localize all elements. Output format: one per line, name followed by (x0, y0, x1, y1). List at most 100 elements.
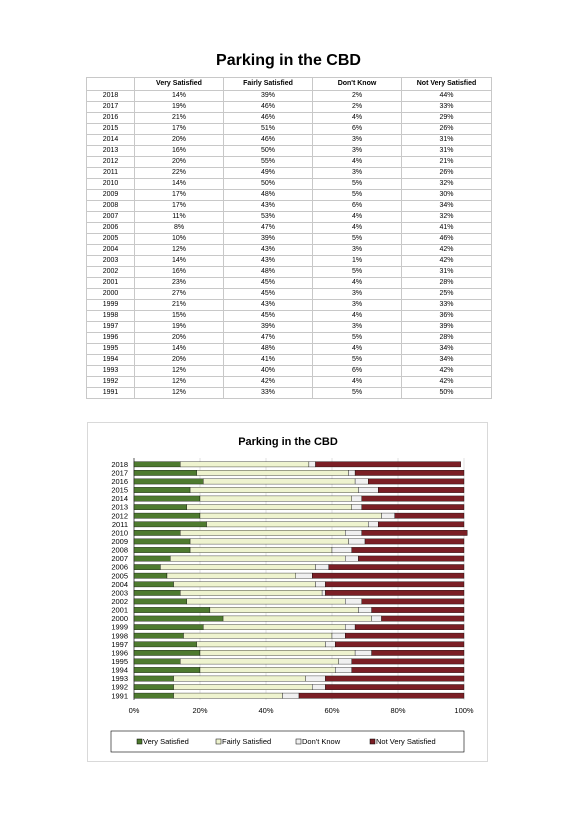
bar-segment (173, 692, 283, 699)
table-cell: 31% (401, 266, 492, 278)
table-row: 2015 17% 51% 6% 26% (86, 123, 492, 135)
bar-segment (133, 521, 207, 528)
table-cell: 48% (223, 266, 313, 278)
y-tick-label: 2005 (111, 571, 128, 580)
table-cell: 2% (312, 90, 402, 102)
table-cell: 36% (401, 310, 492, 322)
bar-segment (335, 667, 352, 673)
table-cell-year: 2007 (86, 211, 135, 223)
bar-segment (173, 684, 313, 690)
table-cell: 19% (134, 321, 224, 333)
table-cell: 12% (134, 244, 224, 256)
table-cell-year: 2011 (86, 167, 135, 179)
table-cell: 49% (223, 167, 313, 179)
x-tick-label: 100% (454, 706, 474, 715)
table-row: 2006 8% 47% 4% 41% (86, 222, 492, 234)
bar-segment (345, 598, 362, 605)
table-cell: 51% (223, 123, 313, 135)
bar-segment (354, 624, 465, 630)
table-cell-year: 2002 (86, 266, 135, 278)
table-cell: 43% (223, 299, 313, 311)
table-column-header: Not Very Satisfied (401, 77, 492, 91)
table-cell-year: 2008 (86, 200, 135, 212)
table-row: 1992 12% 42% 4% 42% (86, 376, 492, 388)
table-cell: 14% (134, 178, 224, 190)
bar-segment (368, 478, 465, 485)
table-cell: 46% (223, 134, 313, 146)
table-cell: 50% (223, 145, 313, 157)
bar-segment (361, 530, 468, 536)
table-cell-year: 2018 (86, 90, 135, 102)
bar-segment (354, 650, 372, 656)
y-tick-label: 2016 (111, 477, 128, 486)
bar-segment (331, 632, 346, 639)
table-cell-year: 2004 (86, 244, 135, 256)
legend-swatch (369, 738, 376, 745)
bar-segment (361, 495, 465, 502)
bar-segment (170, 555, 346, 562)
bar-segment (358, 607, 372, 613)
table-row: 2002 16% 48% 5% 31% (86, 266, 492, 278)
table-cell: 42% (401, 255, 492, 267)
bar-segment (133, 598, 187, 605)
table-cell: 4% (312, 112, 402, 124)
x-tick-label: 60% (324, 706, 339, 715)
bar-segment (186, 598, 346, 605)
table-cell: 33% (401, 299, 492, 311)
table-cell: 14% (134, 343, 224, 355)
bar-segment (298, 692, 465, 699)
bar-segment (180, 658, 339, 665)
bar-segment (282, 692, 300, 699)
table-row: 2003 14% 43% 1% 42% (86, 255, 492, 267)
table-cell: 30% (401, 189, 492, 201)
bar-segment (345, 555, 359, 562)
y-tick-label: 1998 (111, 631, 128, 640)
table-cell: 4% (312, 277, 402, 289)
bar-segment (351, 547, 465, 553)
table-row: 1998 15% 45% 4% 36% (86, 310, 492, 322)
table-cell: 34% (401, 354, 492, 366)
table-cell: 6% (312, 365, 402, 377)
table-cell: 28% (401, 332, 492, 344)
bar-segment (173, 675, 306, 682)
table-cell: 12% (134, 387, 224, 399)
bar-segment (166, 572, 296, 579)
table-cell: 20% (134, 332, 224, 344)
table-column-header: Very Satisfied (134, 77, 224, 91)
table-cell: 17% (134, 123, 224, 135)
bar-segment (133, 641, 197, 648)
bar-segment (331, 547, 352, 553)
bar-segment (394, 512, 465, 519)
bar-segment (325, 590, 465, 596)
y-tick-label: 2013 (111, 503, 128, 512)
table-cell-year: 2005 (86, 233, 135, 245)
bar-segment (209, 607, 359, 613)
table-cell: 12% (134, 365, 224, 377)
bar-segment (199, 512, 382, 519)
table-cell-year: 2015 (86, 123, 135, 135)
y-tick-label: 1995 (111, 657, 128, 666)
legend-label: Fairly Satisfied (222, 737, 271, 746)
table-cell: 14% (134, 90, 224, 102)
table-cell: 12% (134, 376, 224, 388)
y-tick-label: 2010 (111, 528, 128, 537)
table-cell: 42% (401, 365, 492, 377)
table-cell-year: 1998 (86, 310, 135, 322)
x-tick-label: 20% (192, 706, 207, 715)
table-cell-year: 1995 (86, 343, 135, 355)
bar-segment (308, 461, 316, 468)
table-cell: 45% (223, 277, 313, 289)
table-row: 2008 17% 43% 6% 34% (86, 200, 492, 212)
y-tick-label: 1992 (111, 683, 128, 692)
table-column-header: Fairly Satisfied (223, 77, 313, 91)
x-tick-label: 80% (390, 706, 405, 715)
table-cell: 6% (312, 123, 402, 135)
table-cell-year: 2009 (86, 189, 135, 201)
bar-segment (371, 615, 382, 622)
table-row: 1996 20% 47% 5% 28% (86, 332, 492, 344)
table-cell: 20% (134, 134, 224, 146)
table-column-header: Don't Know (312, 77, 402, 91)
bar-segment (133, 504, 187, 510)
table-cell: 3% (312, 288, 402, 300)
table-cell: 27% (134, 288, 224, 300)
